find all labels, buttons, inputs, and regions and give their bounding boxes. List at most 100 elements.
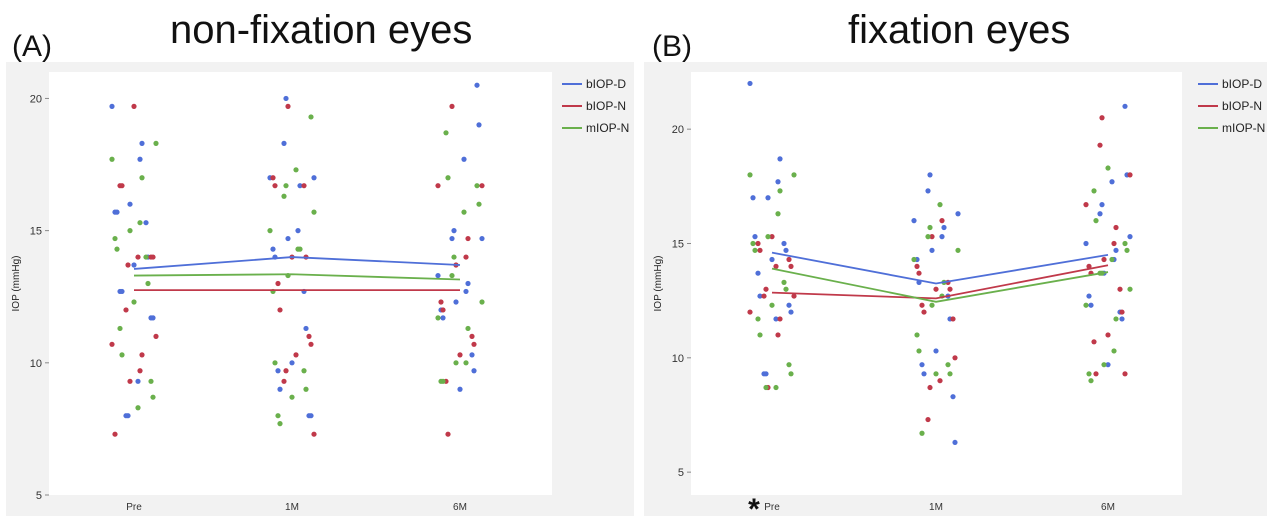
- chart-b: 5 10 15 20 IOP (mmHg) Pre 1M 6M * bIOP-D bIOP-N mIO…: [644, 62, 1267, 521]
- data-point: [150, 394, 156, 400]
- data-point: [950, 394, 956, 400]
- data-point: [952, 355, 958, 361]
- data-point: [308, 114, 314, 120]
- data-point: [275, 368, 281, 374]
- data-point: [791, 172, 797, 178]
- data-point: [306, 333, 312, 339]
- y-tick-label: 5: [36, 490, 42, 502]
- data-point: [1127, 286, 1133, 292]
- legend-label: mIOP-N: [586, 121, 629, 135]
- data-point: [1099, 202, 1105, 208]
- data-point: [123, 307, 129, 313]
- data-point: [479, 299, 485, 305]
- data-point: [281, 193, 287, 199]
- data-point: [267, 228, 273, 234]
- data-point: [955, 247, 961, 253]
- data-point: [443, 130, 449, 136]
- data-point: [1117, 286, 1123, 292]
- data-point: [1122, 371, 1128, 377]
- data-point: [139, 175, 145, 181]
- data-point: [131, 103, 137, 109]
- plot-area: [49, 72, 552, 495]
- data-point: [1122, 240, 1128, 247]
- data-point: [295, 228, 301, 234]
- data-point: [783, 286, 789, 292]
- data-point: [1093, 218, 1099, 224]
- data-point: [275, 280, 281, 287]
- data-point: [301, 368, 307, 374]
- data-point: [929, 234, 935, 240]
- data-point: [289, 360, 295, 366]
- data-point: [463, 254, 469, 260]
- data-point: [285, 103, 291, 109]
- chart-a: 5 10 15 20 IOP (mmHg) Pre 1M 6M bIOP-D bIOP-N mIOP…: [6, 62, 634, 516]
- data-point: [777, 156, 783, 162]
- data-point: [270, 246, 276, 252]
- data-point: [283, 183, 289, 189]
- data-point: [127, 228, 133, 234]
- data-point: [919, 430, 925, 436]
- significance-marker: *: [748, 493, 760, 521]
- data-point: [773, 316, 779, 322]
- x-tick-label: 6M: [1101, 502, 1115, 513]
- x-tick-label: 6M: [453, 502, 467, 513]
- data-point: [927, 384, 933, 391]
- data-point: [435, 315, 441, 321]
- data-point: [289, 394, 295, 400]
- data-point: [775, 211, 781, 217]
- panel-title: non-fixation eyes: [170, 8, 473, 52]
- data-point: [914, 263, 920, 269]
- data-point: [1083, 240, 1089, 247]
- y-axis-label: IOP (mmHg): [653, 256, 664, 312]
- data-point: [131, 262, 137, 268]
- data-point: [752, 234, 758, 240]
- data-point: [786, 362, 792, 368]
- data-point: [285, 235, 291, 242]
- data-point: [137, 156, 143, 162]
- panel-b: (B) fixation eyes 5 10 15 20 IOP (mmHg) Pre 1M…: [640, 0, 1269, 521]
- data-point: [463, 288, 469, 295]
- data-point: [117, 325, 123, 332]
- data-point: [773, 263, 779, 269]
- y-tick-label: 15: [30, 226, 42, 238]
- data-point: [457, 352, 463, 358]
- data-point: [474, 183, 480, 189]
- mean-line: [133, 256, 461, 270]
- data-point: [293, 167, 299, 173]
- data-point: [453, 299, 459, 305]
- x-tick-label: Pre: [126, 502, 142, 513]
- data-point: [127, 378, 133, 384]
- data-point: [449, 272, 455, 279]
- data-point: [765, 195, 771, 201]
- mean-line: [771, 267, 1109, 303]
- data-point: [453, 360, 459, 366]
- data-point: [1091, 188, 1097, 194]
- data-point: [955, 211, 961, 217]
- data-point: [143, 254, 149, 260]
- data-point: [461, 156, 467, 162]
- data-point: [933, 286, 939, 292]
- data-point: [440, 315, 446, 321]
- y-tick-label: 15: [672, 238, 684, 250]
- data-point: [925, 188, 931, 194]
- data-point: [295, 246, 301, 252]
- data-point: [1105, 332, 1111, 338]
- panel-letter: (A): [12, 30, 52, 63]
- data-point: [929, 247, 935, 253]
- data-point: [927, 172, 933, 178]
- data-point: [757, 293, 763, 299]
- data-point: [752, 247, 758, 253]
- data-point: [445, 431, 451, 437]
- data-point: [781, 240, 787, 247]
- data-point: [1113, 247, 1119, 253]
- data-point: [769, 302, 775, 308]
- data-point: [277, 307, 283, 313]
- data-point: [947, 286, 953, 292]
- x-tick-label: 1M: [285, 502, 299, 513]
- data-point: [451, 228, 457, 234]
- panel-title: fixation eyes: [848, 8, 1071, 52]
- data-point: [153, 333, 159, 339]
- data-point: [1086, 371, 1092, 377]
- data-point: [277, 386, 283, 392]
- y-axis-label: IOP (mmHg): [11, 256, 22, 312]
